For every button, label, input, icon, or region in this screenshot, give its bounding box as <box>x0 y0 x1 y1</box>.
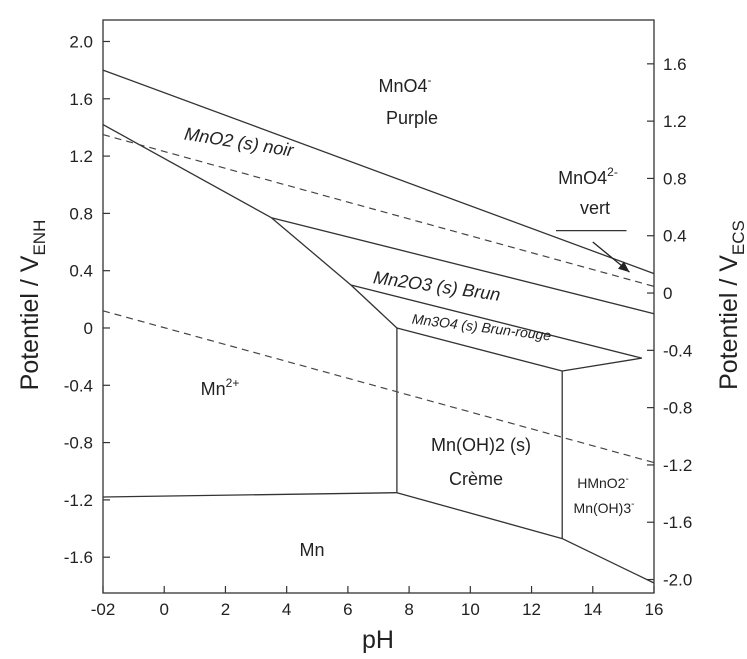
label-mn: Mn <box>299 540 324 560</box>
plot-frame <box>102 19 655 594</box>
y-left-tick-label: 1.2 <box>69 147 93 166</box>
y-left-tick-label: 0.4 <box>69 262 93 281</box>
x-tick-label: 2 <box>221 600 230 619</box>
axis-ticks: -02 0 2 4 6 8 10 12 14 16 2.0 1.6 1.2 0.8 0.4 0 -0.4 -0.8… <box>64 32 693 619</box>
phase-boundary-line <box>102 69 655 275</box>
x-tick-label: 14 <box>583 600 602 619</box>
water-stability-line <box>102 310 655 464</box>
phase-boundary-line <box>561 538 655 584</box>
pointer-arrow-head <box>617 261 630 273</box>
label-creme: Crème <box>449 469 503 489</box>
y-left-tick-label: -0.4 <box>64 376 93 395</box>
y-right-tick-label: -1.6 <box>663 513 692 532</box>
y-right-tick-label: -0.4 <box>663 341 692 360</box>
label-purple: Purple <box>386 108 438 128</box>
x-axis-title: pH <box>362 626 394 654</box>
y-left-tick-label: -1.2 <box>64 491 93 510</box>
y-right-tick-label: 0.4 <box>663 227 687 246</box>
label-mno2-noir: MnO2 (s) noir <box>183 124 296 161</box>
y-right-tick-label: -2.0 <box>663 571 692 590</box>
y-left-tick-label: 0.8 <box>69 204 93 223</box>
label-mnoh2-creme: Mn(OH)2 (s) <box>431 435 531 455</box>
phase-boundary-line <box>102 124 272 219</box>
x-tick-label: 8 <box>404 600 413 619</box>
right-axis-title: Potentiel / VECS <box>715 220 747 390</box>
x-tick-label: 4 <box>282 600 291 619</box>
y-right-tick-label: 0.8 <box>663 169 687 188</box>
label-hmno2: HMnO2- <box>577 474 629 491</box>
y-right-tick-label: -1.2 <box>663 456 692 475</box>
y-left-tick-label: 2.0 <box>69 32 93 51</box>
phase-boundary-line <box>350 284 642 359</box>
label-mno4-2-vert: MnO42- <box>558 165 618 188</box>
phase-boundary-line <box>271 217 655 315</box>
label-mn2plus: Mn2+ <box>201 376 240 399</box>
left-axis-title: Potentiel / VENH <box>16 220 49 391</box>
x-tick-label: 16 <box>645 600 664 619</box>
y-right-tick-label: 1.6 <box>663 55 687 74</box>
y-left-tick-label: 0 <box>84 319 93 338</box>
y-right-tick-label: -0.8 <box>663 399 692 418</box>
label-vert: vert <box>580 198 610 218</box>
y-left-tick-label: -0.8 <box>64 434 93 453</box>
phase-boundary-line <box>350 284 398 329</box>
label-mn3o4-brun-rouge: Mn3O4 (s) Brun-rouge <box>411 311 552 344</box>
x-tick-label: 6 <box>343 600 352 619</box>
x-tick-label: 10 <box>461 600 480 619</box>
phase-boundary-line <box>562 357 642 372</box>
phase-boundaries <box>102 69 655 584</box>
water-stability-line <box>102 134 655 287</box>
x-tick-label: 0 <box>159 600 168 619</box>
phase-boundary-line <box>396 327 563 372</box>
label-mnoh3: Mn(OH)3- <box>574 499 635 516</box>
y-right-tick-label: 0 <box>663 284 672 303</box>
y-left-tick-label: -1.6 <box>64 548 93 567</box>
y-left-tick-label: 1.6 <box>69 90 93 109</box>
phase-boundary-line <box>396 492 563 540</box>
x-tick-label: 12 <box>522 600 541 619</box>
phase-boundary-line <box>102 492 397 498</box>
x-tick-label: -02 <box>91 600 116 619</box>
y-right-tick-label: 1.2 <box>663 112 687 131</box>
label-mn2o3-brun: Mn2O3 (s) Brun <box>372 267 502 305</box>
phase-boundary-line <box>270 217 352 286</box>
label-mno4-purple: MnO4- <box>378 73 431 96</box>
